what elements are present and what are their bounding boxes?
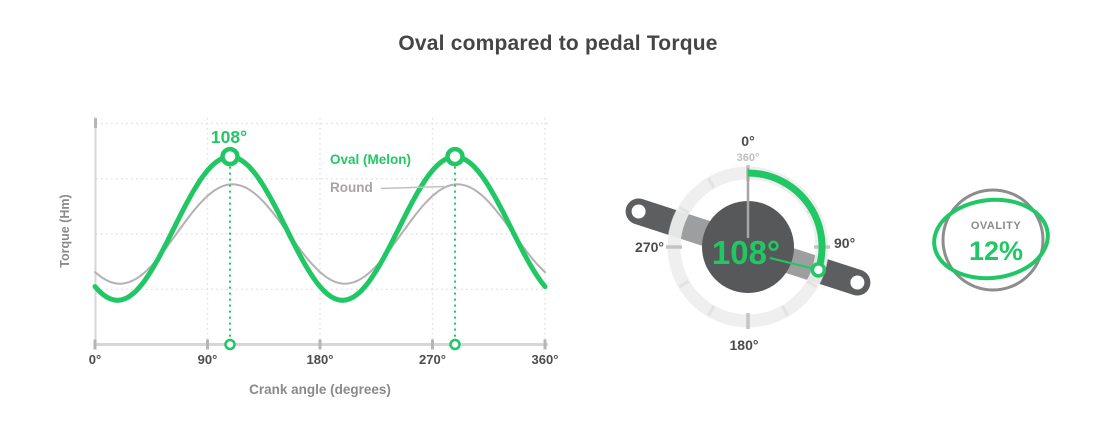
dial-tick [678, 280, 690, 289]
legend-oval-leader-line [440, 158, 452, 162]
dial-tick [707, 177, 716, 189]
x-tick-360: 360° [532, 352, 559, 367]
oval-curve [92, 154, 548, 303]
peak-angle-annotation: 108° [211, 127, 247, 147]
y-axis-title: Torque (Hm) [58, 194, 72, 267]
x-axis-title: Crank angle (degrees) [249, 382, 391, 397]
axis-peak-dot [449, 338, 461, 351]
x-tick-90: 90° [198, 352, 218, 367]
dial-label-0: 0° [741, 133, 754, 149]
x-tick-270: 270° [419, 352, 446, 367]
dial-tick [781, 305, 790, 317]
chainring [702, 201, 794, 293]
peak-annotations [220, 146, 465, 351]
pedal-hole-right [850, 275, 865, 290]
axis-peak-dot [224, 338, 236, 351]
dial-tick [678, 206, 690, 215]
dial-leader-line [769, 257, 819, 271]
ovality-badge: OVALITY 12% [932, 188, 1050, 292]
x-tick-180: 180° [307, 352, 334, 367]
torque-chart: 108° Oval (Melon) Round 0° 90° 180° 270°… [58, 117, 558, 397]
oval-ring-outline [932, 197, 1050, 281]
dial-tick [806, 280, 818, 289]
dial-label-270: 270° [635, 239, 664, 255]
legend-round-label: Round [330, 180, 373, 195]
dial-tick [707, 305, 716, 317]
dial-arc-end-dot [810, 262, 827, 278]
x-tick-labels: 0° 90° 180° 270° 360° [89, 352, 559, 367]
ovality-label: OVALITY [971, 220, 1022, 232]
page-title: Oval compared to pedal Torque [398, 32, 718, 55]
dial-label-360: 360° [737, 152, 760, 164]
crank-dial: 108° 0° 360° 90° 180° 270° [625, 133, 871, 353]
legend-oval-label: Oval (Melon) [330, 152, 411, 167]
chart-grid [96, 118, 548, 343]
curve-peak-marker [445, 146, 465, 167]
dial-progress-arc [747, 169, 826, 271]
curve-peak-marker [220, 146, 240, 167]
round-curve [94, 183, 546, 285]
round-ring-outline [941, 188, 1045, 292]
x-tick-0: 0° [89, 352, 101, 367]
ovality-value: 12% [969, 236, 1023, 266]
dial-label-90: 90° [834, 235, 855, 251]
legend-round-leader-line [380, 185, 445, 190]
dial-center-value: 108° [712, 234, 780, 271]
dial-label-180: 180° [730, 337, 759, 353]
pedal-hole-left [631, 204, 646, 219]
x-axis-ticks [93, 339, 547, 350]
